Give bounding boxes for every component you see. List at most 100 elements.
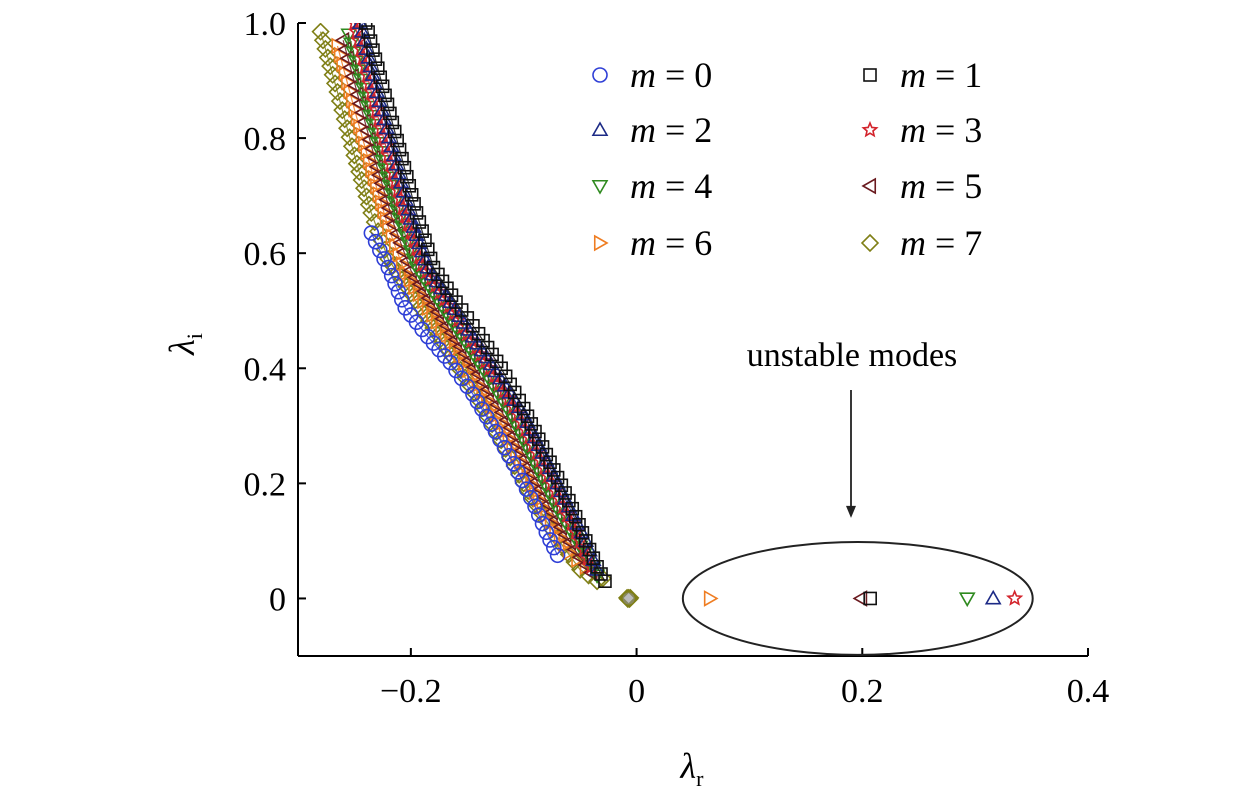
data-point bbox=[387, 124, 402, 139]
y-tick-label: 0 bbox=[269, 581, 286, 618]
data-point bbox=[352, 170, 371, 190]
data-point bbox=[498, 369, 513, 384]
data-point bbox=[545, 467, 563, 482]
data-point bbox=[429, 303, 444, 321]
legend-marker bbox=[861, 177, 877, 195]
legend-label: m = 2 bbox=[630, 110, 712, 150]
data-point bbox=[520, 409, 535, 424]
x-tick-label: 0.2 bbox=[841, 673, 884, 710]
data-point bbox=[407, 197, 421, 211]
data-point bbox=[526, 428, 544, 444]
data-point bbox=[375, 79, 390, 94]
legend-item-m-2: m = 2 bbox=[591, 110, 712, 150]
data-point bbox=[492, 431, 508, 448]
plot-marks bbox=[311, 23, 1024, 609]
data-point bbox=[431, 267, 445, 282]
data-point bbox=[505, 455, 522, 472]
legend-label: m = 1 bbox=[900, 55, 982, 95]
data-point bbox=[385, 115, 400, 130]
data-point bbox=[575, 526, 590, 540]
data-point bbox=[442, 354, 459, 371]
data-point bbox=[456, 344, 472, 362]
y-tick-label: 0.2 bbox=[244, 466, 287, 503]
data-point bbox=[380, 259, 397, 276]
data-point bbox=[491, 369, 509, 385]
data-point bbox=[357, 187, 376, 206]
data-point bbox=[524, 417, 539, 431]
legend-item-m-7: m = 7 bbox=[860, 223, 982, 263]
data-point bbox=[447, 331, 463, 348]
data-point bbox=[378, 88, 392, 103]
data-point bbox=[487, 423, 504, 440]
y-tick-label: 1.0 bbox=[244, 6, 287, 43]
data-point bbox=[404, 188, 419, 202]
data-point bbox=[376, 251, 392, 267]
unstable-modes-label: unstable modes bbox=[747, 337, 958, 374]
data-point bbox=[588, 569, 606, 585]
y-tick-label: 0.8 bbox=[244, 121, 287, 158]
y-tick-label: 0.4 bbox=[244, 351, 287, 388]
data-point bbox=[350, 162, 369, 181]
data-point bbox=[516, 401, 531, 416]
data-point bbox=[383, 267, 400, 284]
data-point bbox=[442, 324, 458, 341]
data-point bbox=[546, 539, 562, 556]
data-point bbox=[402, 178, 417, 193]
unstable-mode-point bbox=[984, 589, 1002, 605]
data-point bbox=[578, 534, 593, 548]
data-point bbox=[459, 378, 476, 395]
legend-marker bbox=[863, 68, 877, 82]
data-point bbox=[584, 551, 602, 567]
data-point bbox=[418, 233, 432, 248]
data-point bbox=[582, 542, 597, 557]
data-point bbox=[359, 195, 379, 214]
data-point bbox=[465, 386, 481, 402]
data-point bbox=[412, 215, 427, 229]
data-point bbox=[480, 340, 495, 355]
data-point bbox=[342, 137, 362, 156]
data-point bbox=[572, 517, 586, 532]
data-point bbox=[510, 464, 526, 480]
data-point bbox=[588, 561, 606, 576]
legend-label: m = 5 bbox=[900, 166, 982, 206]
legend-label: m = 4 bbox=[630, 166, 712, 206]
data-point bbox=[489, 354, 504, 369]
data-point bbox=[538, 524, 555, 541]
x-axis-label: λr bbox=[680, 746, 705, 791]
data-point bbox=[340, 128, 359, 147]
data-point bbox=[590, 560, 604, 574]
unstable-mode-point bbox=[852, 590, 868, 607]
x-tick-label: 0.4 bbox=[1067, 673, 1110, 710]
origin-fill bbox=[622, 592, 635, 605]
data-point bbox=[390, 133, 404, 148]
data-point bbox=[549, 474, 566, 490]
data-point bbox=[366, 43, 380, 57]
data-point bbox=[550, 470, 565, 485]
data-point bbox=[469, 393, 486, 410]
axes: −0.2 0 0.2 0.4 0 0.2 0.4 0.6 0.8 1.0 λr λi bbox=[162, 6, 1109, 791]
x-tick-label: −0.2 bbox=[380, 673, 442, 710]
data-point bbox=[460, 351, 476, 369]
data-point bbox=[392, 234, 407, 252]
data-point bbox=[478, 408, 495, 425]
data-point bbox=[390, 283, 407, 300]
data-point bbox=[539, 447, 554, 462]
data-point bbox=[392, 142, 407, 157]
data-point bbox=[586, 551, 601, 565]
legend-item-m-0: m = 0 bbox=[592, 55, 712, 95]
data-point bbox=[594, 567, 608, 581]
data-point bbox=[398, 252, 414, 270]
series-m-3 bbox=[347, 23, 1024, 606]
x-tick-label: 0 bbox=[628, 673, 645, 710]
data-point bbox=[313, 31, 333, 50]
data-point bbox=[535, 440, 550, 454]
data-point bbox=[474, 401, 490, 417]
data-point bbox=[512, 393, 527, 408]
legend-item-m-6: m = 6 bbox=[593, 223, 712, 263]
data-point bbox=[363, 225, 380, 241]
legend-item-m-5: m = 5 bbox=[861, 166, 982, 206]
data-point bbox=[420, 242, 435, 257]
data-point bbox=[383, 106, 397, 121]
data-point bbox=[587, 572, 607, 591]
